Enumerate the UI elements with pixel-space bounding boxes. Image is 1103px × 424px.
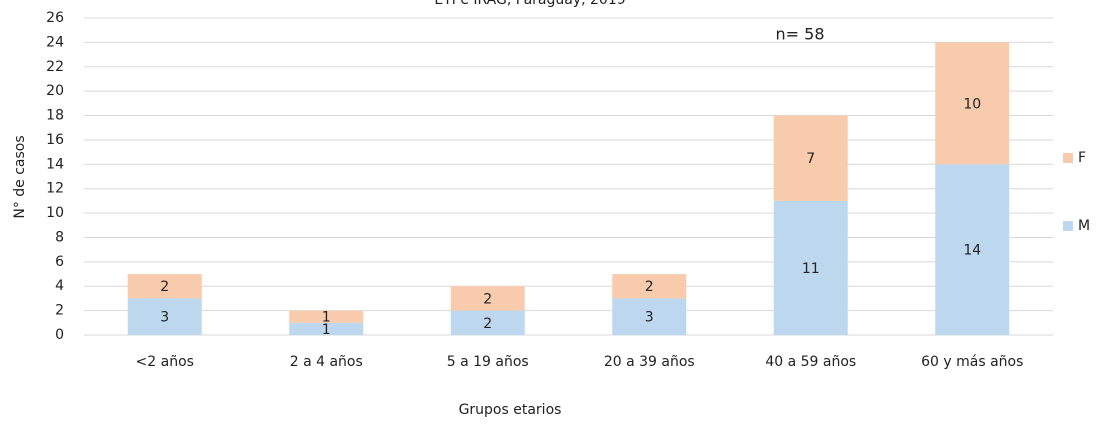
y-tick-label: 26	[46, 10, 64, 26]
bar-segment	[612, 274, 687, 299]
bar-segment	[935, 42, 1010, 165]
annotation: n= 58	[776, 25, 825, 44]
chart-title: ETI e IRAG, Paraguay, 2019	[434, 0, 625, 8]
bar-segment	[127, 274, 202, 299]
bar-segment	[773, 200, 848, 335]
y-tick-label: 20	[46, 83, 64, 99]
bar-segment	[450, 286, 525, 311]
x-tick-label: <2 años	[136, 354, 194, 370]
x-tick-label: 5 a 19 años	[447, 354, 529, 370]
y-tick-label: 18	[46, 108, 64, 124]
y-tick-label: 12	[46, 181, 64, 197]
value-label: 3	[160, 310, 169, 326]
value-label: 2	[645, 279, 654, 295]
y-tick-label: 22	[46, 59, 64, 75]
value-label: 14	[963, 243, 981, 259]
x-axis-label: Grupos etarios	[459, 402, 562, 418]
value-label: 1	[322, 322, 331, 338]
y-tick-label: 4	[55, 278, 64, 294]
y-tick-label: 10	[46, 205, 64, 221]
value-label: 10	[963, 96, 981, 112]
value-label: 7	[806, 151, 815, 167]
value-label: 11	[802, 261, 820, 277]
value-label: 1	[322, 310, 331, 326]
y-axis-label: N° de casos	[12, 135, 28, 218]
y-tick-label: 16	[46, 132, 64, 148]
y-tick-label: 14	[46, 156, 64, 172]
value-label: 2	[483, 291, 492, 307]
y-tick-label: 2	[55, 303, 64, 319]
bar-segment	[127, 298, 202, 335]
y-tick-label: 8	[55, 229, 64, 245]
value-label: 2	[483, 316, 492, 332]
y-tick-label: 0	[55, 327, 64, 343]
legend-label: F	[1078, 150, 1086, 166]
value-label: 3	[645, 310, 654, 326]
value-label: 2	[160, 279, 169, 295]
x-tick-label: 20 a 39 años	[604, 354, 695, 370]
legend-swatch	[1063, 221, 1073, 231]
y-tick-label: 6	[55, 254, 64, 270]
legend-swatch	[1063, 153, 1073, 163]
x-tick-label: 2 a 4 años	[290, 354, 363, 370]
bar-segment	[935, 164, 1010, 335]
bar-segment	[450, 310, 525, 335]
legend-label: M	[1078, 218, 1090, 234]
bar-segment	[773, 115, 848, 201]
bar-segment	[289, 310, 364, 323]
x-tick-label: 60 y más años	[921, 354, 1023, 370]
bar-segment	[612, 298, 687, 335]
bar-segment	[289, 322, 364, 335]
x-tick-label: 40 a 59 años	[765, 354, 856, 370]
y-tick-label: 24	[46, 34, 64, 50]
